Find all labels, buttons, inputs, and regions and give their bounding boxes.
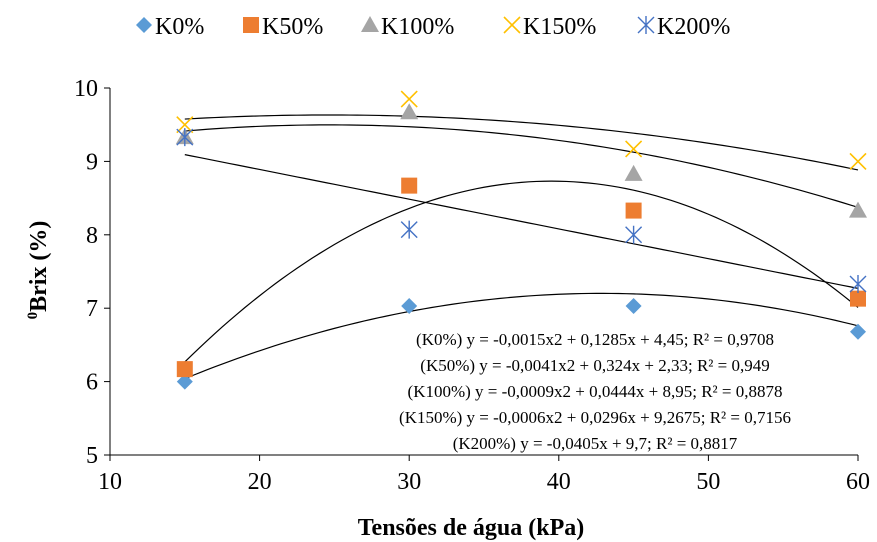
equation-label: (K0%) y = -0,0015x2 + 0,1285x + 4,45; R²…: [416, 330, 774, 349]
x-tick-label: 20: [248, 469, 272, 495]
point-K150%: [400, 90, 418, 108]
point-K50%: [176, 361, 193, 378]
point-K100%: [849, 201, 867, 218]
legend-marker-K150%: [503, 16, 521, 34]
x-tick-label: 60: [846, 469, 870, 495]
x-tick-label: 40: [547, 469, 571, 495]
x-tick-label: 50: [696, 469, 720, 495]
y-tick-label: 10: [74, 76, 98, 102]
point-K50%: [850, 290, 866, 307]
legend-label-K150%: K150%: [523, 14, 596, 40]
equation-label: (K200%) y = -0,0405x + 9,7; R² = 0,8817: [453, 434, 738, 453]
point-K150%: [176, 116, 194, 134]
data-points: [175, 90, 867, 390]
y-axis-title-superscript: 0: [25, 312, 41, 320]
legend-marker-K0%: [136, 17, 152, 33]
trendlines: [184, 114, 859, 380]
point-K0%: [401, 297, 418, 314]
equation-label: (K50%) y = -0,0041x2 + 0,324x + 2,33; R²…: [420, 356, 769, 375]
legend-label-K100%: K100%: [381, 14, 454, 40]
point-K200%: [849, 274, 867, 293]
point-K50%: [625, 202, 642, 219]
equation-label: (K100%) y = -0,0009x2 + 0,0444x + 8,95; …: [408, 382, 783, 401]
legend-label-K0%: K0%: [155, 14, 204, 40]
y-axis-title-main: Brix (%): [26, 221, 52, 312]
trendline-K0%: [184, 292, 859, 380]
trendline-K100%: [184, 124, 859, 208]
point-K0%: [625, 297, 642, 314]
legend: K0% K50% K100% K150% K200%: [136, 14, 730, 40]
legend-marker-K50%: [243, 17, 259, 33]
point-K100%: [400, 103, 419, 120]
y-tick-label: 6: [86, 370, 98, 396]
x-tick-label: 10: [98, 469, 122, 495]
point-K0%: [176, 373, 193, 390]
point-K200%: [176, 128, 194, 147]
y-tick-label: 5: [86, 443, 98, 469]
y-tick-label: 7: [86, 296, 98, 322]
y-axis-title: 0Brix (%): [25, 221, 52, 320]
point-K100%: [624, 164, 643, 181]
point-K150%: [849, 152, 867, 170]
trendline-K150%: [184, 114, 859, 171]
point-K200%: [400, 220, 418, 239]
regression-equations: (K0%) y = -0,0015x2 + 0,1285x + 4,45; R²…: [399, 330, 791, 453]
equation-label: (K150%) y = -0,0006x2 + 0,0296x + 9,2675…: [399, 408, 791, 427]
legend-marker-K100%: [361, 16, 379, 32]
trendline-K200%: [184, 154, 859, 289]
legend-label-K50%: K50%: [262, 14, 323, 40]
point-K200%: [625, 225, 643, 244]
point-K0%: [850, 323, 866, 340]
y-tick-label: 9: [86, 149, 98, 175]
point-K50%: [401, 177, 418, 194]
trendline-K50%: [184, 180, 859, 363]
x-tick-label: 30: [397, 469, 421, 495]
legend-marker-K200%: [637, 16, 655, 34]
x-axis-title: Tensões de água (kPa): [358, 515, 584, 541]
plot-axes: 10 20 30 40 50 60 5 6 7 8 9 10: [74, 76, 870, 495]
point-K150%: [625, 140, 643, 158]
legend-label-K200%: K200%: [657, 14, 730, 40]
y-tick-label: 8: [86, 223, 98, 249]
